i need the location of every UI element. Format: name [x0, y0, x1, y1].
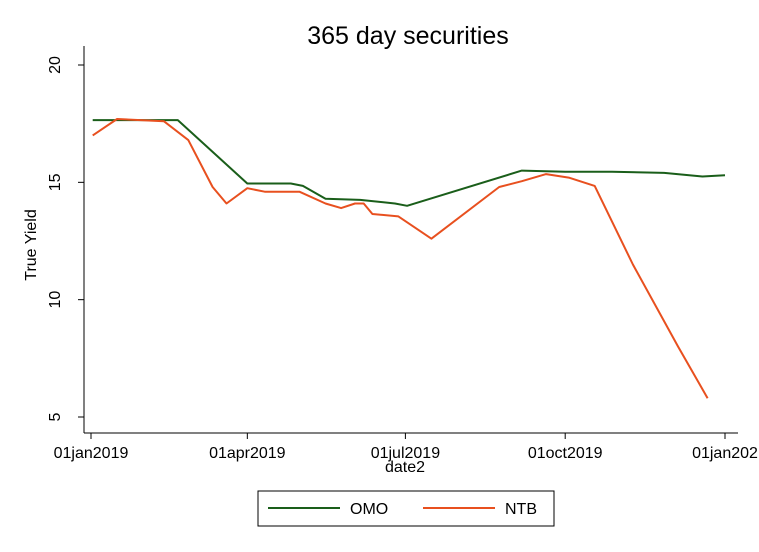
y-tick-label: 5 — [47, 412, 64, 421]
y-axis-title: True Yield — [23, 209, 40, 280]
legend: OMO NTB — [257, 490, 555, 527]
x-tick-label: 01jul2019 — [371, 445, 441, 462]
series-line-omo — [92, 119, 726, 207]
plot-region — [84, 46, 738, 433]
x-axis-title: date2 — [385, 459, 425, 476]
y-tick-label: 20 — [47, 56, 64, 74]
x-tick-label: 01oct2019 — [528, 445, 603, 462]
legend-label-ntb: NTB — [505, 501, 537, 518]
chart-title: 365 day securities — [307, 22, 509, 50]
x-tick-label: 01apr2019 — [209, 445, 286, 462]
series-line-ntb — [92, 118, 709, 399]
y-tick-label: 10 — [47, 291, 64, 309]
x-tick-label: 01jan202 — [692, 445, 758, 462]
x-axis-ticks: 01jan2019 01apr2019 01jul2019 01oct2019 01ja… — [54, 433, 758, 462]
legend-label-omo: OMO — [350, 501, 388, 518]
x-tick-label: 01jan2019 — [54, 445, 129, 462]
y-tick-label: 15 — [47, 173, 64, 191]
y-axis-ticks: 5 10 15 20 — [47, 56, 84, 421]
series-layer — [92, 118, 726, 399]
